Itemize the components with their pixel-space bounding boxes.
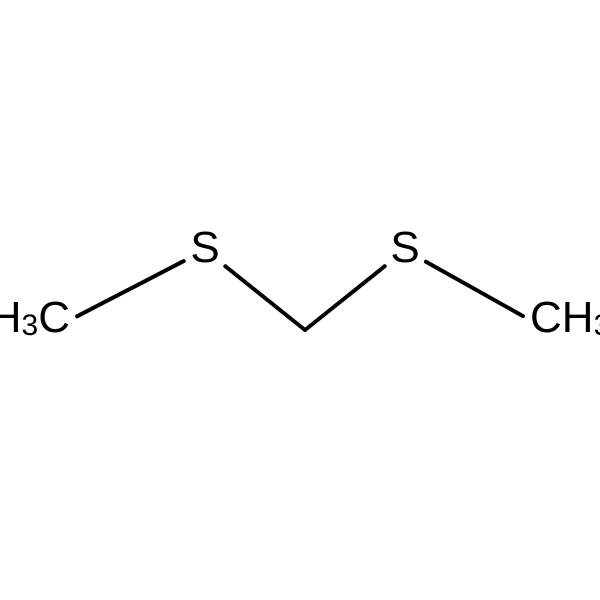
bond <box>77 261 184 316</box>
bond <box>426 262 523 316</box>
S-label: S <box>190 223 219 272</box>
CH3-label: CH3 <box>530 293 600 343</box>
bond <box>225 266 305 330</box>
bond <box>305 266 385 330</box>
molecule-diagram: H3C S S CH3 <box>0 0 600 600</box>
S-label: S <box>390 223 419 272</box>
H3C-label: H3C <box>0 293 70 343</box>
